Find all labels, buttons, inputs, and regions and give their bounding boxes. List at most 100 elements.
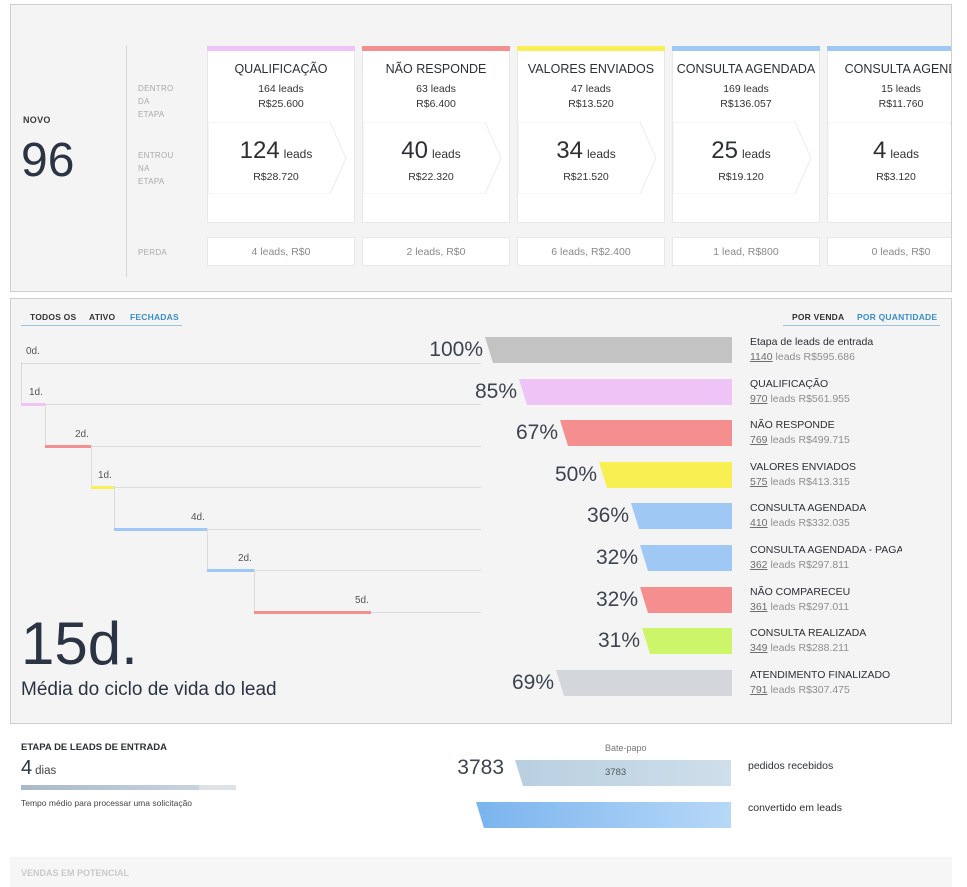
day-duration-bar[interactable] [91, 486, 114, 489]
funnel-stage-summary: 970 leads R$561.955 [750, 393, 850, 405]
entered-count-value: 4 [872, 137, 887, 164]
stage-name: NÃO RESPONDE [385, 62, 487, 76]
day-track [91, 487, 481, 488]
funnel-stage-value: R$297.811 [798, 559, 850, 571]
converted-funnel-bar[interactable] [476, 802, 731, 828]
funnel-stage-count-link[interactable]: 1140 [750, 351, 773, 363]
funnel-stage-count-link[interactable]: 769 [750, 434, 768, 446]
chat-inner-count: 3783 [605, 767, 627, 778]
funnel-stage-value: R$288.211 [798, 642, 850, 654]
funnel-bar[interactable] [485, 337, 732, 363]
funnel-stage-value: R$595.686 [803, 351, 855, 363]
entry-note: Tempo médio para processar uma solicitaç… [21, 798, 193, 808]
funnel-bar[interactable] [642, 628, 732, 654]
funnel-stage-title: VALORES ENVIADOS [750, 461, 857, 473]
entered-value: R$19.120 [718, 171, 764, 183]
entered-arrow [208, 122, 356, 194]
funnel-bar-shape [599, 462, 732, 488]
stage-card[interactable]: VALORES ENVIADOS 47 leads R$13.520 34 leads R… [517, 46, 665, 223]
stage-name: CONSULTA AGEND [844, 62, 952, 76]
loss-value[interactable]: 0 leads, R$0 [827, 237, 951, 266]
entry-title: ETAPA DE LEADS DE ENTRADA [21, 742, 168, 753]
cycle-label: Média do ciclo de vida do lead [21, 679, 277, 700]
loss-value[interactable]: 6 leads, R$2.400 [517, 237, 665, 266]
day-track [45, 446, 481, 447]
funnel-stage-leads-word: leads [770, 684, 796, 696]
pipeline-panel: NOVO 96 DENTRO DA ETAPA ENTROU NA ETAPA … [10, 4, 952, 292]
funnel-bar[interactable] [599, 462, 732, 488]
tab-todos[interactable]: TODOS OS [30, 312, 77, 322]
chat-count: 3783 [457, 756, 504, 779]
funnel-stage-count-link[interactable]: 349 [750, 642, 768, 654]
converted-label: convertido em leads [748, 802, 842, 814]
entry-progress-fill [21, 785, 200, 790]
funnel-stage-count-link[interactable]: 361 [750, 601, 768, 613]
stage-card[interactable]: CONSULTA AGEND 15 leads R$11.760 4 leads R$3.… [827, 46, 952, 223]
funnel-bar-shape [642, 628, 732, 654]
funnel-bar-shape [640, 587, 732, 613]
entry-stage-panel: ETAPA DE LEADS DE ENTRADA 4 dias Tempo mé… [10, 733, 952, 851]
funnel-stage-count-link[interactable]: 410 [750, 517, 768, 529]
funnel-bar[interactable] [556, 670, 732, 696]
funnel-percent: 50% [554, 463, 597, 486]
loss-value[interactable]: 4 leads, R$0 [207, 237, 355, 266]
funnel-stage-leads-word: leads [775, 351, 801, 363]
entered-count-unit: leads [432, 147, 461, 161]
stage-value: R$6.400 [416, 98, 456, 110]
day-label: 0d. [26, 346, 40, 357]
day-connector [21, 362, 22, 403]
received-funnel-bar[interactable] [515, 760, 731, 786]
entered-count-value: 34 [556, 137, 583, 164]
funnel-stage-leads-word: leads [770, 393, 796, 405]
funnel-bar[interactable] [631, 503, 732, 529]
stage-card[interactable]: NÃO RESPONDE 63 leads R$6.400 40 leads R$22.3… [362, 46, 510, 223]
stage-leads: 63 leads [416, 83, 456, 95]
tab-por-quantidade[interactable]: POR QUANTIDADE [857, 312, 938, 322]
novo-label: NOVO [23, 115, 51, 125]
funnel-stage-title: QUALIFICAÇÃO [750, 378, 829, 390]
funnel-bar-shape [640, 545, 732, 571]
day-duration-bar[interactable] [114, 528, 207, 531]
funnel-bar[interactable] [560, 420, 732, 446]
entered-count-value: 25 [711, 137, 738, 164]
stage-color-bar [517, 46, 665, 51]
funnel-stage-count-link[interactable]: 575 [750, 476, 768, 488]
entered-count: 40 leads [363, 137, 499, 165]
funnel-stage-title: CONSULTA REALIZADA [750, 627, 867, 639]
day-label: 2d. [75, 429, 89, 440]
day-duration-bar[interactable] [21, 403, 45, 406]
novo-count[interactable]: 96 [21, 134, 75, 187]
funnel-bar-shape [556, 670, 732, 696]
day-duration-bar[interactable] [254, 611, 371, 614]
funnel-stage-count-link[interactable]: 970 [750, 393, 768, 405]
stage-color-bar [672, 46, 820, 51]
entered-arrow [673, 122, 821, 194]
stage-name: CONSULTA AGENDADA [676, 62, 816, 76]
funnel-stage-value: R$297.011 [798, 601, 850, 613]
funnel-bar[interactable] [640, 587, 732, 613]
funnel-bar[interactable] [640, 545, 732, 571]
stage-card[interactable]: QUALIFICAÇÃO 164 leads R$25.600 124 leads R$2… [207, 46, 355, 223]
entered-count-unit: leads [890, 147, 920, 161]
funnel-stage-count-link[interactable]: 791 [750, 684, 768, 696]
row-label-dentro: DENTRO DA ETAPA [138, 84, 174, 119]
entered-count-unit: leads [742, 147, 771, 161]
day-track [207, 570, 481, 571]
funnel-bar[interactable] [519, 379, 732, 405]
tab-por-venda[interactable]: POR VENDA [792, 312, 845, 322]
funnel-percent: 36% [586, 504, 629, 527]
funnel-stage-count-link[interactable]: 362 [750, 559, 768, 571]
loss-value[interactable]: 1 lead, R$800 [672, 237, 820, 266]
day-duration-bar[interactable] [207, 569, 254, 572]
tab-fechadas[interactable]: FECHADAS [130, 312, 179, 322]
stage-card[interactable]: CONSULTA AGENDADA 169 leads R$136.057 25 lea… [672, 46, 820, 223]
loss-value[interactable]: 2 leads, R$0 [362, 237, 510, 266]
day-label: 4d. [191, 512, 205, 523]
stage-leads: 164 leads [258, 83, 304, 95]
day-track [114, 529, 481, 530]
funnel-bar-shape [631, 503, 732, 529]
chat-label: Bate-papo [605, 743, 647, 753]
day-duration-bar[interactable] [45, 445, 91, 448]
stage-value: R$11.760 [878, 98, 924, 110]
tab-ativo[interactable]: ATIVO [89, 312, 116, 322]
